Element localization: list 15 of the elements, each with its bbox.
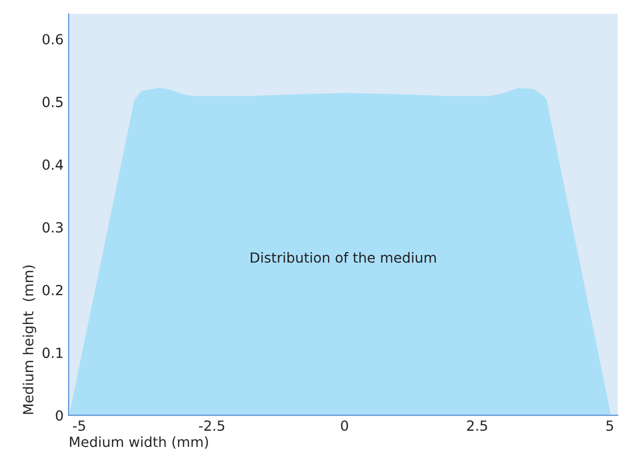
x-tick-label: 2.5 <box>467 420 487 431</box>
y-tick-label: 0 <box>56 410 63 421</box>
y-tick-label: 0.6 <box>42 34 63 44</box>
x-tick-label: -5 <box>73 420 85 431</box>
x-axis-title: Medium width (mm) <box>70 436 208 449</box>
y-tick-label: 0.5 <box>42 96 63 108</box>
y-tick-label: 0.2 <box>42 284 62 296</box>
x-tick-label: 0 <box>341 420 348 431</box>
x-tick-label: -2.5 <box>199 420 224 431</box>
x-tick-label: 5 <box>606 420 614 431</box>
y-tick-label: 0.4 <box>42 159 63 170</box>
y-tick-label: 0.3 <box>42 222 63 233</box>
annotation: Distribution of the medium <box>250 252 436 263</box>
y-axis-title: Medium height (mm) <box>22 266 36 414</box>
y-tick-label: 0.1 <box>42 348 62 358</box>
